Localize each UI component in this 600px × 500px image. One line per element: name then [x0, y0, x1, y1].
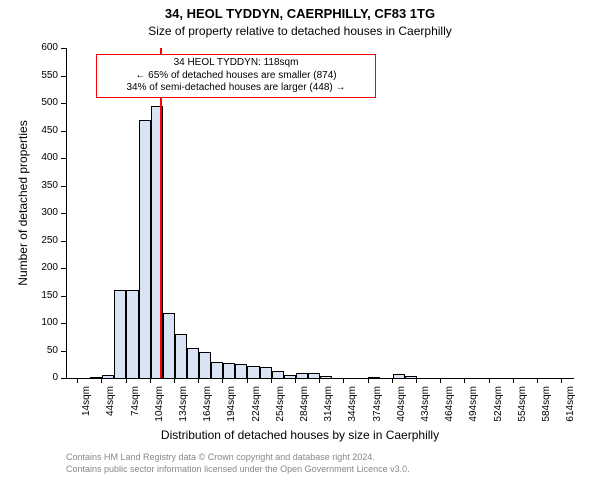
x-tick-label: 194sqm — [226, 386, 237, 426]
x-tick-label: 374sqm — [372, 386, 383, 426]
y-tick-label: 250 — [26, 235, 58, 246]
figure-title: 34, HEOL TYDDYN, CAERPHILLY, CF83 1TG — [0, 6, 600, 21]
y-tick-label: 550 — [26, 70, 58, 81]
x-tick-label: 164sqm — [202, 386, 213, 426]
footer-attribution: Contains HM Land Registry data © Crown c… — [66, 452, 410, 475]
histogram-bar — [114, 290, 126, 378]
y-tick-label: 0 — [26, 372, 58, 383]
figure-container: 34, HEOL TYDDYN, CAERPHILLY, CF83 1TG Si… — [0, 0, 600, 500]
histogram-bar — [139, 120, 151, 379]
histogram-bar — [187, 348, 199, 378]
x-tick-label: 44sqm — [105, 386, 116, 426]
annotation-box: 34 HEOL TYDDYN: 118sqm← 65% of detached … — [96, 54, 376, 98]
x-tick-label: 254sqm — [275, 386, 286, 426]
x-axis-line — [66, 378, 574, 379]
x-tick-label: 614sqm — [565, 386, 576, 426]
histogram-bar — [175, 334, 187, 378]
reference-line — [160, 48, 162, 378]
histogram-bar — [272, 371, 284, 378]
x-tick-label: 74sqm — [130, 386, 141, 426]
x-tick-label: 134sqm — [178, 386, 189, 426]
y-tick-label: 100 — [26, 317, 58, 328]
y-tick-label: 500 — [26, 97, 58, 108]
y-tick-label: 450 — [26, 125, 58, 136]
histogram-bar — [223, 363, 235, 378]
histogram-bar — [235, 364, 247, 378]
figure-subtitle: Size of property relative to detached ho… — [0, 24, 600, 38]
y-tick-label: 150 — [26, 290, 58, 301]
plot-area: 05010015020025030035040045050055060014sq… — [66, 48, 574, 378]
y-tick-label: 400 — [26, 152, 58, 163]
x-tick-label: 314sqm — [323, 386, 334, 426]
x-tick-label: 584sqm — [541, 386, 552, 426]
y-tick-label: 300 — [26, 207, 58, 218]
histogram-bar — [211, 362, 223, 379]
footer-line-1: Contains HM Land Registry data © Crown c… — [66, 452, 410, 464]
x-tick-label: 104sqm — [154, 386, 165, 426]
x-tick-label: 554sqm — [517, 386, 528, 426]
x-axis-label: Distribution of detached houses by size … — [0, 428, 600, 442]
x-tick-label: 224sqm — [251, 386, 262, 426]
x-tick-label: 494sqm — [468, 386, 479, 426]
x-tick-label: 284sqm — [299, 386, 310, 426]
x-tick-label: 14sqm — [81, 386, 92, 426]
histogram-bar — [163, 313, 175, 378]
histogram-bar — [199, 352, 211, 378]
annotation-line-2: ← 65% of detached houses are smaller (87… — [103, 70, 369, 83]
histogram-bar — [126, 290, 138, 378]
x-tick-label: 524sqm — [493, 386, 504, 426]
y-tick-label: 600 — [26, 42, 58, 53]
x-tick-label: 404sqm — [396, 386, 407, 426]
histogram-bar — [260, 367, 272, 378]
annotation-line-3: 34% of semi-detached houses are larger (… — [103, 82, 369, 95]
y-tick-label: 350 — [26, 180, 58, 191]
y-tick-label: 50 — [26, 345, 58, 356]
x-tick-label: 434sqm — [420, 386, 431, 426]
y-axis-line — [66, 48, 67, 378]
annotation-line-1: 34 HEOL TYDDYN: 118sqm — [103, 57, 369, 70]
x-tick-label: 344sqm — [347, 386, 358, 426]
histogram-bar — [247, 366, 259, 378]
y-tick-label: 200 — [26, 262, 58, 273]
x-tick-label: 464sqm — [444, 386, 455, 426]
footer-line-2: Contains public sector information licen… — [66, 464, 410, 476]
